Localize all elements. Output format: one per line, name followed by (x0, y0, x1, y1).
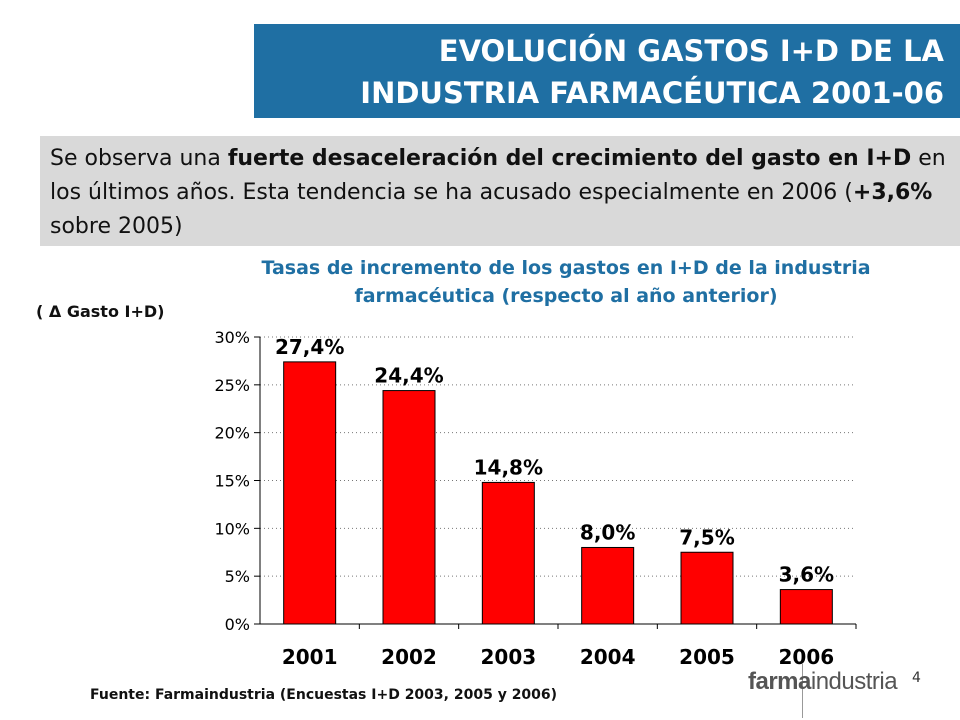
data-label-2003: 14,8% (474, 455, 543, 479)
logo-text-regular: industria (810, 668, 898, 695)
farmaindustria-logo: farmaindustria (748, 668, 898, 716)
logo-divider (802, 664, 803, 718)
bar-2003 (481, 481, 535, 625)
bar-2002 (382, 390, 436, 625)
y-tick-label: 0% (225, 615, 250, 634)
page-number: 4 (912, 670, 921, 686)
y-tick-label: 20% (214, 424, 250, 443)
source-note: Fuente: Farmaindustria (Encuestas I+D 20… (90, 687, 558, 703)
summary-text-2: en los últimos años. Esta tendencia se h… (50, 146, 946, 205)
bar-2006 (779, 589, 833, 625)
y-tick-label: 15% (214, 472, 250, 491)
x-tick-label-2004: 2004 (580, 645, 636, 669)
data-label-2002: 24,4% (374, 364, 443, 388)
y-tick-label: 5% (225, 567, 250, 586)
summary-text-3: sobre 2005) (50, 214, 183, 239)
logo-text-bold: farma (748, 668, 811, 695)
data-label-2001: 27,4% (275, 335, 344, 359)
page-title-line-2: INDUSTRIA FARMACÉUTICA 2001-06 (360, 76, 944, 110)
summary-box: Se observa una fuerte desaceleración del… (40, 136, 960, 246)
page-title-line-1: EVOLUCIÓN GASTOS I+D DE LA (438, 34, 944, 68)
y-tick-label: 25% (214, 376, 250, 395)
page-title: EVOLUCIÓN GASTOS I+D DE LA INDUSTRIA FAR… (254, 24, 960, 118)
summary-text-1: Se observa una (50, 146, 228, 171)
data-label-2006: 3,6% (779, 563, 834, 587)
x-tick-label-2003: 2003 (480, 645, 536, 669)
x-tick-label-2006: 2006 (778, 645, 834, 669)
bar-2005 (680, 551, 734, 625)
x-tick-label-2005: 2005 (679, 645, 735, 669)
data-label-2005: 7,5% (679, 525, 734, 549)
summary-bold-1: fuerte desaceleración del crecimiento de… (227, 146, 912, 171)
x-tick-label-2002: 2002 (381, 645, 437, 669)
chart-title: Tasas de incremento de los gastos en I+D… (261, 257, 871, 307)
y-tick-label: 10% (214, 519, 250, 538)
x-tick-label-2001: 2001 (282, 645, 338, 669)
y-tick-label: 30% (214, 328, 250, 347)
bar-2001 (283, 361, 337, 625)
data-label-2004: 8,0% (580, 520, 635, 544)
y-axis-label: ( Δ Gasto I+D) (36, 302, 165, 321)
summary-bold-2: +3,6% (852, 180, 933, 205)
bar-2004 (581, 546, 635, 625)
